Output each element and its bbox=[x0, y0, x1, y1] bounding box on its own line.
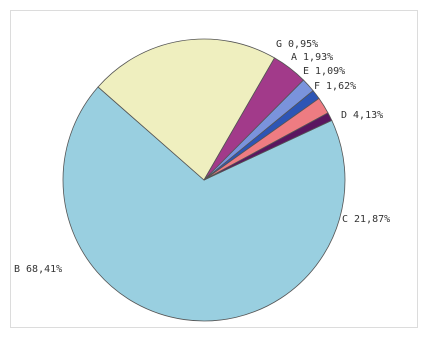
pie-slice-b bbox=[62, 86, 346, 322]
slice-label-c: C 21,87% bbox=[342, 214, 390, 225]
pie-slice-g bbox=[203, 112, 333, 181]
pie-slice-c bbox=[97, 38, 276, 181]
slice-label-g: G 0,95% bbox=[276, 39, 318, 50]
pie-labels: B 68,41% C 21,87% D 4,13% F 1,62% E 1,09% A 1… bbox=[14, 39, 390, 275]
slice-label-a: A 1,93% bbox=[291, 52, 333, 63]
slice-label-e: E 1,09% bbox=[303, 66, 345, 77]
slice-label-b: B 68,41% bbox=[14, 264, 62, 275]
slice-label-f: F 1,62% bbox=[314, 81, 356, 92]
slice-label-d: D 4,13% bbox=[341, 110, 383, 121]
pie-slices bbox=[62, 38, 346, 322]
